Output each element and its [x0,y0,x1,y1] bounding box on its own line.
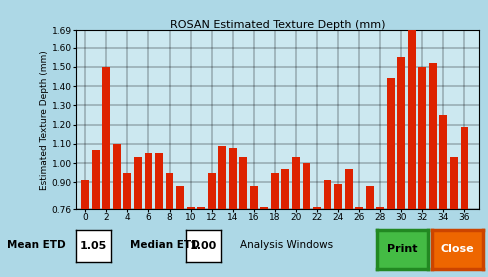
Bar [460,127,468,277]
Bar [281,169,289,277]
Bar [302,163,310,277]
Bar [407,30,415,277]
Bar [134,157,142,277]
Bar [260,207,268,277]
Bar [418,67,426,277]
Bar [312,207,320,277]
Bar [228,148,236,277]
Bar [386,78,394,277]
Bar [239,157,247,277]
Bar [123,173,131,277]
Bar [270,173,278,277]
Bar [176,186,183,277]
Text: Analysis Windows: Analysis Windows [239,240,332,250]
Bar [165,173,173,277]
Bar [207,173,215,277]
Bar [81,180,89,277]
Bar [449,157,457,277]
Bar [186,207,194,277]
Text: Median ETD: Median ETD [129,240,199,250]
Bar [365,186,373,277]
Bar [92,150,100,277]
Bar [344,169,352,277]
Bar [144,153,152,277]
Y-axis label: Estimated Texture Depth (mm): Estimated Texture Depth (mm) [40,50,49,190]
Bar [249,186,257,277]
Text: 1.00: 1.00 [189,241,217,251]
Bar [428,63,436,277]
Bar [333,184,341,277]
Bar [291,157,299,277]
Title: ROSAN Estimated Texture Depth (mm): ROSAN Estimated Texture Depth (mm) [169,20,385,30]
Text: Print: Print [386,244,417,254]
Bar [354,207,363,277]
Bar [218,146,225,277]
Bar [397,57,405,277]
Bar [102,67,110,277]
Text: Close: Close [440,244,473,254]
Bar [197,207,204,277]
Bar [439,115,447,277]
Bar [155,153,163,277]
Text: Mean ETD: Mean ETD [7,240,66,250]
Text: 1.05: 1.05 [80,241,107,251]
Bar [323,180,331,277]
Bar [113,144,121,277]
Bar [375,207,384,277]
